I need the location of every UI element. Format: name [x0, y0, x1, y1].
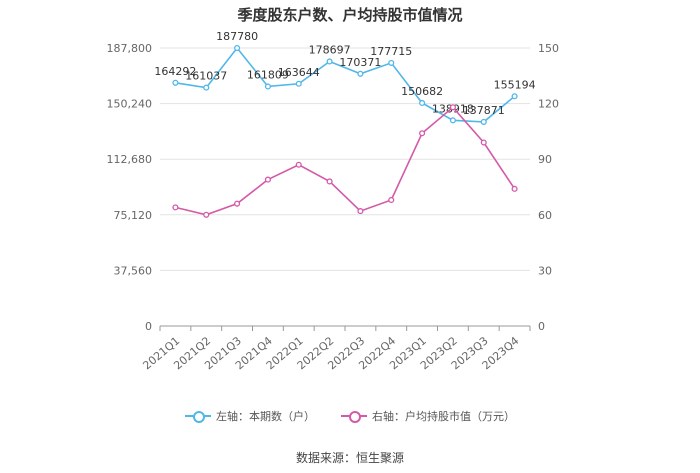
- data-label: 187780: [216, 30, 258, 43]
- right-tick-label: 150: [538, 42, 559, 55]
- left-tick-label: 187,800: [107, 42, 153, 55]
- data-point-avg-value: [326, 178, 333, 185]
- legend: 左轴：本期数（户） 右轴：户均持股市值（万元）: [0, 408, 700, 424]
- left-tick-label: 37,560: [114, 264, 153, 277]
- data-point-avg-value: [203, 211, 210, 218]
- left-tick-label: 0: [145, 320, 152, 333]
- left-tick-label: 112,680: [107, 153, 153, 166]
- data-point-avg-value: [511, 185, 518, 192]
- data-point-avg-value: [449, 104, 456, 111]
- series-line-avg-value: [175, 106, 516, 216]
- data-label: 161809: [247, 68, 289, 81]
- data-point-avg-value: [234, 200, 241, 207]
- left-tick-label: 75,120: [114, 209, 153, 222]
- left-tick-label: 150,240: [107, 98, 153, 111]
- data-label: 164292: [154, 65, 196, 78]
- right-tick-label: 120: [538, 98, 559, 111]
- data-point-shareholders: [388, 59, 395, 66]
- data-label: 161037: [185, 70, 227, 83]
- data-point-avg-value: [419, 130, 426, 137]
- data-point-shareholders: [480, 118, 487, 125]
- data-label: 178697: [309, 43, 351, 56]
- data-point-avg-value: [264, 176, 271, 183]
- data-point-shareholders: [357, 70, 364, 77]
- data-label: 150682: [401, 85, 443, 98]
- data-label: 163644: [278, 66, 320, 79]
- data-label: 137871: [463, 104, 505, 117]
- legend-item-right-series[interactable]: 右轴：户均持股市值（万元）: [341, 408, 515, 424]
- data-point-shareholders: [419, 99, 426, 106]
- legend-label-right: 右轴：户均持股市值（万元）: [372, 410, 515, 423]
- data-label: 170371: [339, 56, 381, 69]
- data-point-shareholders: [172, 79, 179, 86]
- right-tick-label: 30: [538, 264, 552, 277]
- data-point-avg-value: [480, 139, 487, 146]
- data-point-avg-value: [357, 208, 364, 215]
- data-source: 数据来源：恒生聚源: [295, 451, 404, 465]
- data-label: 177715: [370, 45, 412, 58]
- data-point-avg-value: [388, 196, 395, 204]
- data-point-shareholders: [449, 117, 456, 124]
- legend-swatch-left: [185, 410, 211, 423]
- data-point-shareholders: [295, 80, 302, 87]
- right-tick-label: 60: [538, 209, 552, 222]
- data-point-shareholders: [203, 84, 210, 91]
- data-point-avg-value: [295, 161, 302, 168]
- data-point-shareholders: [264, 83, 271, 90]
- right-tick-label: 90: [538, 153, 552, 166]
- legend-label-left: 左轴：本期数（户）: [216, 410, 315, 423]
- data-point-shareholders: [326, 58, 333, 65]
- legend-item-left-series[interactable]: 左轴：本期数（户）: [185, 408, 315, 424]
- chart-title: 季度股东户数、户均持股市值情况: [237, 6, 463, 24]
- right-tick-label: 0: [538, 320, 545, 333]
- legend-swatch-right: [341, 410, 367, 423]
- data-point-avg-value: [172, 204, 179, 211]
- data-point-shareholders: [234, 44, 241, 52]
- data-point-shareholders: [511, 93, 518, 100]
- series-line-shareholders: [175, 46, 516, 123]
- data-label: 155194: [494, 78, 536, 91]
